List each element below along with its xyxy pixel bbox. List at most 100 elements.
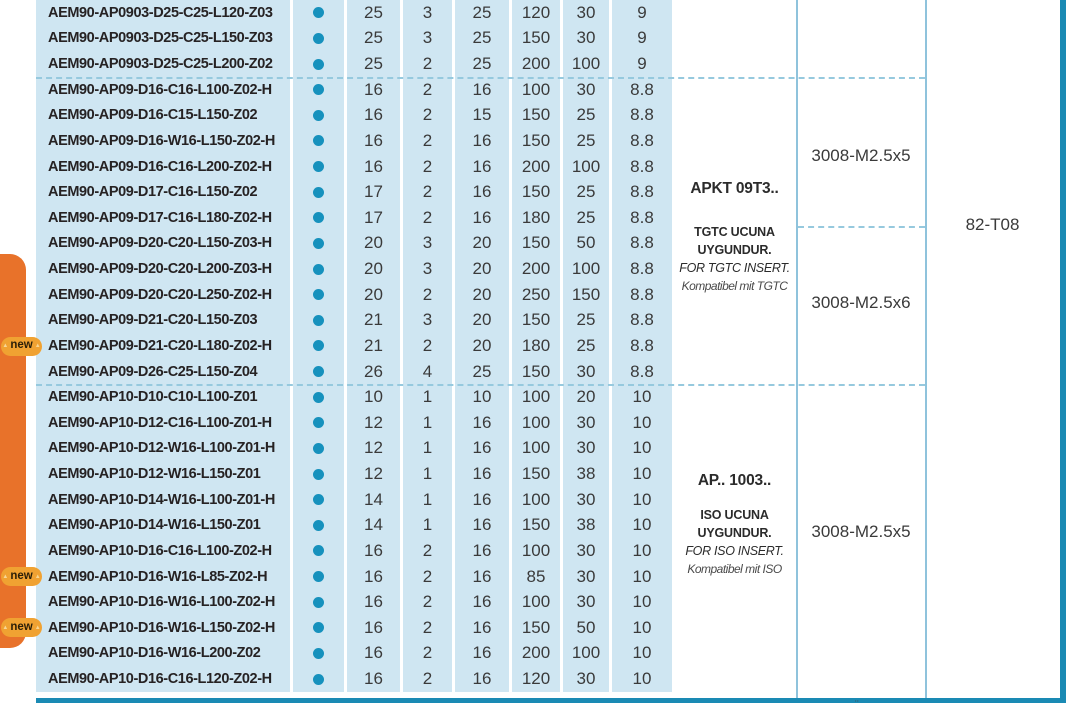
value-cell: 25	[455, 51, 509, 77]
value-cell: 16	[455, 128, 509, 154]
value-cell: 2	[403, 333, 452, 359]
insert-note-tr-1: TGTC UCUNA	[694, 225, 775, 239]
value-cell: 2	[403, 153, 452, 180]
value-cell: 2	[403, 102, 452, 129]
value-cell: 3	[403, 0, 452, 26]
badge-triangle-icon: ▲	[34, 624, 41, 631]
value-cell: 250	[512, 281, 560, 308]
table-row: AEM90-AP10-D16-W16-L150-Z02-H 16 2 16 15…	[36, 615, 672, 641]
product-code: AEM90-AP0903-D25-C25-L200-Z02	[36, 51, 290, 77]
value-cell: 8.8	[612, 307, 672, 334]
value-cell: 25	[347, 25, 400, 52]
badge-triangle-icon: ▲	[34, 343, 41, 349]
value-cell: 100	[512, 410, 560, 436]
new-badge-label: new	[10, 339, 33, 352]
stock-dot-icon	[313, 571, 324, 583]
value-cell: 2	[403, 179, 452, 205]
value-cell: 100	[563, 256, 609, 282]
product-code: AEM90-AP10-D16-W16-L85-Z02-H	[36, 563, 290, 590]
stock-dot-cell	[293, 179, 344, 205]
insert-note-tr-2: UYGUNDUR.	[697, 526, 772, 540]
value-cell: 16	[455, 666, 509, 692]
product-code: AEM90-AP09-D21-C20-L180-Z02-H	[36, 333, 290, 359]
stock-dot-icon	[313, 468, 324, 480]
value-cell: 8.8	[612, 153, 672, 180]
product-code: AEM90-AP10-D12-C16-L100-Z01-H	[36, 410, 290, 436]
screw-divider-line	[798, 226, 925, 228]
product-code: AEM90-AP0903-D25-C25-L120-Z03	[36, 0, 290, 26]
side-accent-bar	[0, 254, 26, 648]
value-cell: 16	[347, 76, 400, 103]
value-cell: 2	[403, 76, 452, 103]
stock-dot-icon	[313, 391, 324, 403]
table-row: AEM90-AP10-D16-C16-L100-Z02-H 16 2 16 10…	[36, 538, 672, 564]
value-cell: 30	[563, 435, 609, 462]
value-cell: 8.8	[612, 128, 672, 154]
value-cell: 10	[612, 589, 672, 615]
product-code: AEM90-AP10-D16-C16-L100-Z02-H	[36, 538, 290, 564]
value-cell: 100	[512, 538, 560, 564]
value-cell: 25	[455, 0, 509, 26]
value-cell: 25	[455, 25, 509, 52]
value-cell: 16	[455, 538, 509, 564]
product-code: AEM90-AP10-D16-W16-L200-Z02	[36, 640, 290, 667]
column-border	[925, 0, 927, 698]
stock-dot-icon	[313, 289, 324, 301]
product-code: AEM90-AP09-D21-C20-L150-Z03	[36, 307, 290, 334]
table-row: AEM90-AP10-D16-W16-L200-Z02 16 2 16 200 …	[36, 640, 672, 667]
value-cell: 100	[512, 486, 560, 513]
insert-note-en: FOR TGTC INSERT.	[679, 261, 790, 275]
value-cell: 1	[403, 461, 452, 487]
value-cell: 50	[563, 230, 609, 257]
value-cell: 200	[512, 640, 560, 667]
insert-note-tr-1: ISO UCUNA	[700, 508, 769, 522]
stock-dot-icon	[313, 417, 324, 429]
product-code: AEM90-AP10-D14-W16-L150-Z01	[36, 512, 290, 539]
stock-dot-icon	[313, 109, 324, 121]
value-cell: 120	[512, 666, 560, 692]
value-cell: 150	[512, 358, 560, 385]
table-row: AEM90-AP10-D14-W16-L100-Z01-H 14 1 16 10…	[36, 486, 672, 513]
value-cell: 26	[347, 358, 400, 385]
value-cell: 16	[347, 589, 400, 615]
stock-dot-icon	[313, 84, 324, 96]
value-cell: 17	[347, 205, 400, 231]
value-cell: 20	[455, 333, 509, 359]
value-cell: 12	[347, 410, 400, 436]
table-row: AEM90-AP0903-D25-C25-L150-Z03 25 3 25 15…	[36, 25, 672, 52]
value-cell: 16	[347, 538, 400, 564]
stock-dot-cell	[293, 333, 344, 359]
value-cell: 16	[455, 640, 509, 667]
table-row: AEM90-AP09-D20-C20-L200-Z03-H 20 3 20 20…	[36, 256, 672, 282]
stock-dot-icon	[313, 494, 324, 506]
stock-dot-cell	[293, 205, 344, 231]
value-cell: 16	[347, 102, 400, 129]
value-cell: 25	[347, 0, 400, 26]
value-cell: 8.8	[612, 256, 672, 282]
table-row: AEM90-AP09-D16-C16-L100-Z02-H 16 2 16 10…	[36, 76, 672, 103]
product-code: AEM90-AP09-D20-C20-L250-Z02-H	[36, 281, 290, 308]
value-cell: 100	[512, 76, 560, 103]
product-code: AEM90-AP09-D20-C20-L200-Z03-H	[36, 256, 290, 282]
value-cell: 150	[512, 615, 560, 641]
product-code: AEM90-AP0903-D25-C25-L150-Z03	[36, 25, 290, 52]
product-code: AEM90-AP10-D16-W16-L100-Z02-H	[36, 589, 290, 615]
stock-dot-icon	[313, 366, 324, 378]
value-cell: 16	[455, 153, 509, 180]
badge-triangle-icon: ▲	[34, 573, 41, 580]
value-cell: 16	[455, 615, 509, 641]
value-cell: 12	[347, 435, 400, 462]
table-row: AEM90-AP09-D20-C20-L150-Z03-H 20 3 20 15…	[36, 230, 672, 257]
value-cell: 16	[455, 410, 509, 436]
value-cell: 1	[403, 384, 452, 410]
value-cell: 30	[563, 666, 609, 692]
key-code: 82-T08	[965, 215, 1020, 234]
value-cell: 10	[612, 666, 672, 692]
value-cell: 1	[403, 435, 452, 462]
value-cell: 8.8	[612, 281, 672, 308]
stock-dot-cell	[293, 102, 344, 129]
value-cell: 10	[612, 615, 672, 641]
table-row: AEM90-AP10-D16-C16-L120-Z02-H 16 2 16 12…	[36, 666, 672, 692]
value-cell: 25	[563, 307, 609, 334]
table-row: AEM90-AP10-D14-W16-L150-Z01 14 1 16 150 …	[36, 512, 672, 539]
